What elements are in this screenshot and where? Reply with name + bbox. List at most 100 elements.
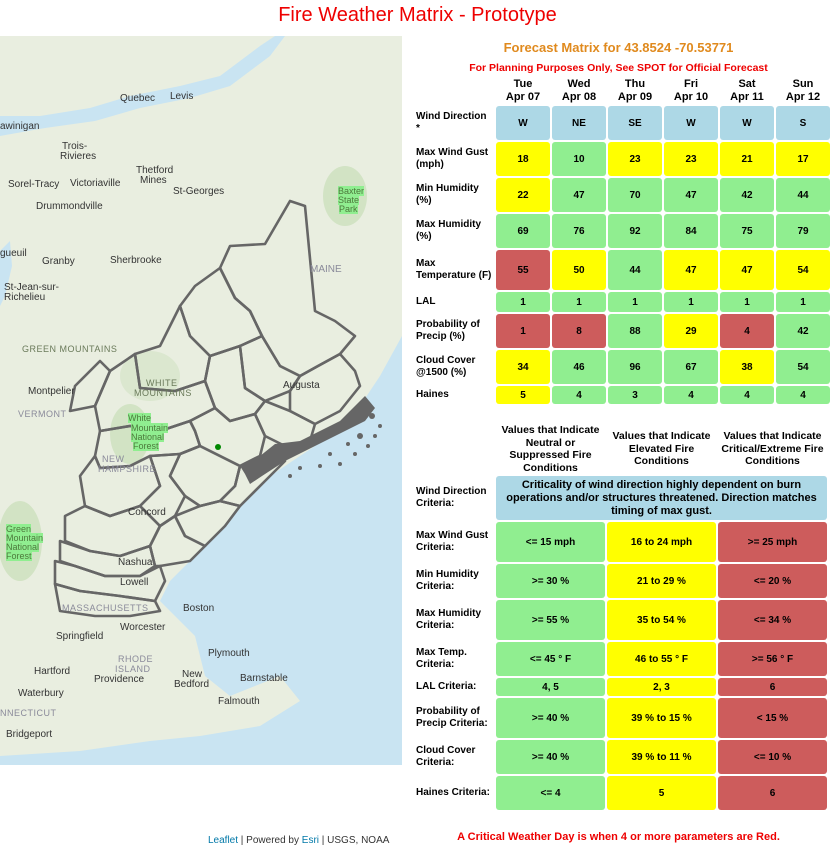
map-place-label: Rivieres bbox=[60, 151, 97, 162]
map-place-label: Quebec bbox=[120, 93, 156, 104]
map-place-label: Barnstable bbox=[240, 673, 288, 684]
matrix-cell: 38 bbox=[720, 350, 774, 384]
day-dow: Sun bbox=[792, 78, 814, 90]
criteria-cell: <= 34 % bbox=[718, 600, 827, 640]
map-place-label: gueuil bbox=[0, 248, 27, 259]
criteria-cell: < 15 % bbox=[718, 698, 827, 738]
criteria-row: Max Temp. Criteria: <= 45 ° F 46 to 55 ° F… bbox=[416, 642, 827, 676]
criteria-cell: 21 to 29 % bbox=[607, 564, 716, 598]
map-place-label: Park bbox=[339, 204, 358, 214]
criteria-label: Cloud Cover Criteria: bbox=[416, 745, 476, 768]
day-dow: Thu bbox=[624, 78, 646, 90]
criteria-cell: 16 to 24 mph bbox=[607, 522, 716, 562]
matrix-cell: W bbox=[496, 106, 550, 140]
row-label: Max Humidity (%) bbox=[416, 219, 482, 242]
criteria-cell: 39 % to 15 % bbox=[607, 698, 716, 738]
page-title: Fire Weather Matrix - Prototype bbox=[278, 4, 557, 26]
row-label: Haines bbox=[416, 389, 449, 400]
criteria-header-row: Values that Indicate Neutral or Suppress… bbox=[416, 424, 827, 474]
matrix-cell: 88 bbox=[608, 314, 662, 348]
map-place-label: MASSACHUSETTS bbox=[62, 603, 149, 613]
matrix-cell: 4 bbox=[552, 386, 606, 404]
criteria-header-critical: Values that Indicate Critical/Extreme Fi… bbox=[721, 430, 824, 468]
matrix-cell: 4 bbox=[776, 386, 830, 404]
map-place-label: Mines bbox=[140, 175, 167, 186]
map-place-label: MAINE bbox=[310, 264, 342, 275]
matrix-cell: 55 bbox=[496, 250, 550, 290]
map-place-label: Sorel-Tracy bbox=[8, 179, 60, 190]
matrix-cell: 18 bbox=[496, 142, 550, 176]
location-marker bbox=[215, 444, 221, 450]
forecast-matrix: Tue Apr 07 Wed Apr 08 Thu Apr 09 Fri Apr 10 … bbox=[414, 76, 832, 406]
matrix-cell: 42 bbox=[720, 178, 774, 212]
map-place-label: WHITE bbox=[146, 378, 178, 388]
matrix-cell: 75 bbox=[720, 214, 774, 248]
map-place-label: Trois- bbox=[62, 141, 88, 152]
esri-link[interactable]: Esri bbox=[301, 835, 320, 846]
matrix-cell: 50 bbox=[552, 250, 606, 290]
critical-day-note: A Critical Weather Day is when 4 or more… bbox=[457, 831, 780, 843]
river bbox=[0, 36, 285, 136]
matrix-cell: 1 bbox=[552, 292, 606, 312]
day-header: Thu Apr 09 bbox=[608, 78, 662, 104]
criteria-cell: 46 to 55 ° F bbox=[607, 642, 716, 676]
day-header: Fri Apr 10 bbox=[664, 78, 718, 104]
matrix-cell: W bbox=[720, 106, 774, 140]
map-place-label: VERMONT bbox=[18, 409, 67, 419]
matrix-cell: 8 bbox=[552, 314, 606, 348]
matrix-row: Wind Direction * W NE SE W W S bbox=[416, 106, 830, 140]
leaflet-link[interactable]: Leaflet bbox=[208, 835, 239, 846]
criteria-header-elevated: Values that Indicate Elevated Fire Condi… bbox=[612, 430, 711, 468]
criteria-cell: 35 to 54 % bbox=[607, 600, 716, 640]
matrix-cell: 47 bbox=[664, 250, 718, 290]
map-place-label: NNECTICUT bbox=[0, 708, 57, 718]
row-label: LAL bbox=[416, 296, 436, 307]
map-place-label: Nashua bbox=[118, 557, 153, 568]
map-place-label: St-Georges bbox=[173, 186, 225, 197]
map[interactable]: Quebec Levis awinigan Trois- Rivieres Thetfor… bbox=[0, 36, 402, 765]
day-header-row: Tue Apr 07 Wed Apr 08 Thu Apr 09 Fri Apr 10 … bbox=[416, 78, 830, 104]
forecast-title: Forecast Matrix for 43.8524 -70.53771 bbox=[503, 40, 734, 55]
map-place-label: New bbox=[182, 669, 203, 680]
matrix-cell: 44 bbox=[776, 178, 830, 212]
criteria-row: Probability of Precip Criteria: >= 40 % 39… bbox=[416, 698, 827, 738]
matrix-cell: 1 bbox=[496, 292, 550, 312]
matrix-cell: 1 bbox=[720, 292, 774, 312]
matrix-cell: 92 bbox=[608, 214, 662, 248]
criteria-cell: <= 4 bbox=[496, 776, 605, 810]
day-header: Tue Apr 07 bbox=[496, 78, 550, 104]
matrix-row: Min Humidity (%) 22 47 70 47 42 44 bbox=[416, 178, 830, 212]
wind-criteria-text: Criticality of wind direction highly dep… bbox=[496, 476, 827, 520]
row-label: Probability of Precip (%) bbox=[416, 319, 480, 342]
criteria-cell: 2, 3 bbox=[607, 678, 716, 696]
matrix-row: LAL 1 1 1 1 1 1 bbox=[416, 292, 830, 312]
criteria-table: Values that Indicate Neutral or Suppress… bbox=[414, 422, 829, 812]
day-date: Apr 10 bbox=[673, 91, 709, 103]
matrix-cell: 47 bbox=[552, 178, 606, 212]
matrix-cell: 3 bbox=[608, 386, 662, 404]
criteria-cell: >= 25 mph bbox=[718, 522, 827, 562]
criteria-cell: <= 45 ° F bbox=[496, 642, 605, 676]
matrix-cell: 76 bbox=[552, 214, 606, 248]
criteria-label: Max Humidity Criteria: bbox=[416, 608, 482, 631]
attribution-sep: | Powered by bbox=[238, 835, 302, 846]
map-place-label: Hartford bbox=[34, 666, 71, 677]
criteria-label: Min Humidity Criteria: bbox=[416, 569, 479, 592]
map-place-label: Sherbrooke bbox=[110, 255, 162, 266]
matrix-cell: 42 bbox=[776, 314, 830, 348]
map-place-label: Bridgeport bbox=[6, 729, 53, 740]
criteria-label: Max Temp. Criteria: bbox=[416, 647, 467, 670]
map-place-label: Green bbox=[6, 524, 32, 534]
map-place-label: Baxter bbox=[338, 186, 365, 196]
matrix-row: Max Temperature (F) 55 50 44 47 47 54 bbox=[416, 250, 830, 290]
matrix-cell: 21 bbox=[720, 142, 774, 176]
matrix-cell: 84 bbox=[664, 214, 718, 248]
map-place-label: Worcester bbox=[120, 622, 166, 633]
matrix-cell: 54 bbox=[776, 350, 830, 384]
matrix-row: Haines 5 4 3 4 4 4 bbox=[416, 386, 830, 404]
criteria-cell: 6 bbox=[718, 776, 827, 810]
matrix-cell: 4 bbox=[720, 386, 774, 404]
map-place-label: Granby bbox=[42, 256, 75, 267]
criteria-row: Min Humidity Criteria: >= 30 % 21 to 29 % <… bbox=[416, 564, 827, 598]
map-place-label: Richelieu bbox=[4, 292, 46, 303]
